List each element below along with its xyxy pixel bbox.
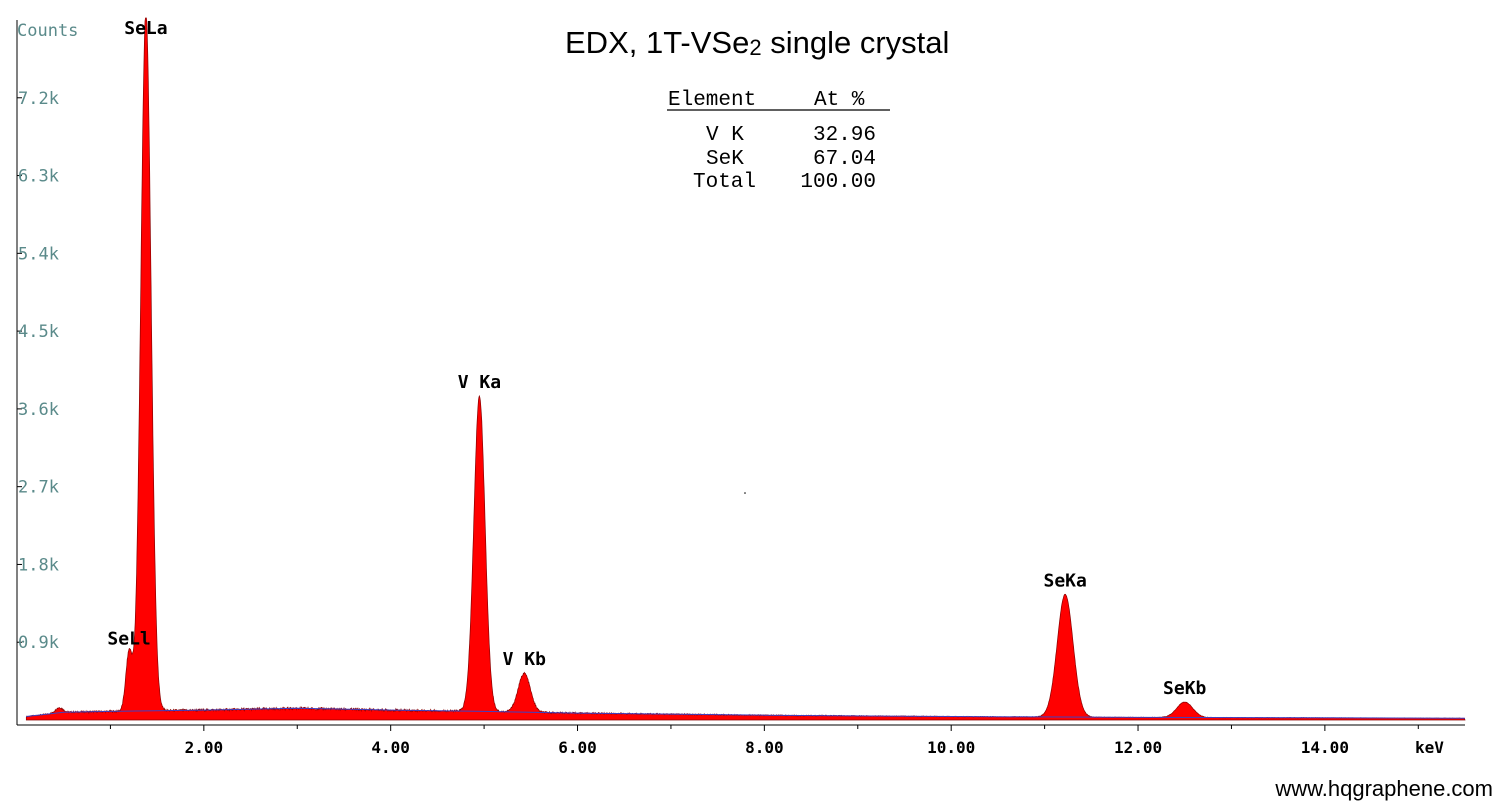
spectrum-area (25, 17, 1466, 721)
table-row-element: Total (693, 171, 756, 194)
composition-table: Element At % V K 32.96 SeK 67.04 Total 1… (667, 89, 890, 194)
peak-label: V Kb (503, 649, 547, 670)
peak-label: SeLl (107, 628, 150, 649)
x-tick-label: 12.00 (1114, 738, 1162, 757)
y-ticks: 0.9k 1.8k 2.7k 3.6k 4.5k 5.4k 6.3k 7.2k (17, 89, 59, 653)
y-tick-label: 0.9k (18, 633, 59, 653)
y-tick-label: 2.7k (18, 478, 59, 498)
table-row-element: V K (706, 124, 744, 147)
background-fit-layer (26, 707, 1466, 719)
peak-label: SeLa (124, 18, 167, 39)
chart-title-suffix: single crystal (762, 25, 950, 60)
x-ticks: 2.00 4.00 6.00 8.00 10.00 12.00 14.00 (109, 725, 1419, 757)
y-axis-label: Counts (17, 21, 78, 41)
stray-dot (744, 492, 746, 494)
x-tick-label: 4.00 (371, 738, 410, 757)
x-tick-label: 14.00 (1301, 738, 1349, 757)
chart-title-main: EDX, 1T-VSe (565, 25, 749, 60)
peak-labels: SeLl SeLa V Ka V Kb SeKa SeKb (107, 18, 1206, 699)
y-tick-label: 7.2k (18, 89, 59, 109)
spectrum-layer (25, 17, 1466, 721)
y-tick-label: 4.5k (18, 322, 59, 342)
table-row-value: 100.00 (800, 171, 876, 194)
y-tick-label: 6.3k (18, 167, 59, 187)
x-axis-label: keV (1415, 738, 1444, 757)
x-tick-label: 10.00 (927, 738, 975, 757)
background-fit-line (26, 707, 1466, 719)
peak-label: SeKb (1163, 678, 1207, 699)
x-tick-label: 8.00 (745, 738, 784, 757)
chart-title: EDX, 1T-VSe2 single crystal (565, 25, 949, 60)
peak-label: SeKa (1043, 570, 1086, 591)
peak-label: V Ka (458, 372, 501, 393)
table-row-element: SeK (706, 148, 744, 171)
y-tick-label: 3.6k (18, 400, 59, 420)
y-tick-label: 1.8k (18, 555, 59, 575)
table-header-at-percent: At % (814, 89, 865, 112)
table-row-value: 32.96 (813, 124, 876, 147)
x-tick-label: 2.00 (185, 738, 224, 757)
y-tick-label: 5.4k (18, 244, 59, 264)
table-row-value: 67.04 (813, 148, 876, 171)
x-tick-label: 6.00 (558, 738, 597, 757)
watermark-text: www.hqgraphene.com (1274, 776, 1493, 801)
table-header-element: Element (668, 89, 756, 112)
chart-title-subscript: 2 (749, 35, 761, 60)
